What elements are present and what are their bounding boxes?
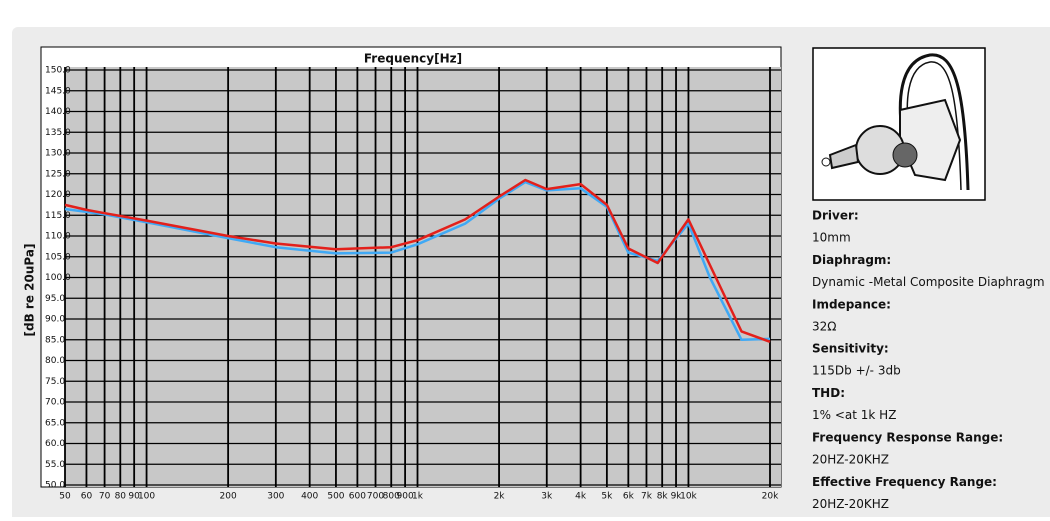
y-tick-label: 110.0 <box>45 232 71 242</box>
y-tick-label: 100.0 <box>45 273 71 283</box>
y-tick-label: 95.0 <box>45 294 65 304</box>
x-tick-label: 10k <box>680 492 697 502</box>
spec-label: Sensitivity: <box>812 342 889 356</box>
spec-label: Frequency Response Range: <box>812 431 1003 445</box>
x-tick-label: 5k <box>601 492 613 502</box>
x-tick-label: 500 <box>327 492 344 502</box>
x-tick-label: 2k <box>494 492 506 502</box>
spec-value: 32Ω <box>812 319 836 333</box>
x-tick-label: 60 <box>81 492 93 502</box>
x-tick-label: 3k <box>541 492 553 502</box>
y-tick-label: 120.0 <box>45 190 71 200</box>
x-tick-label: 300 <box>267 492 284 502</box>
spec-label: Driver: <box>812 209 859 223</box>
x-tick-label: 800 <box>383 492 400 502</box>
product-image <box>812 47 986 201</box>
x-tick-label: 400 <box>301 492 318 502</box>
y-tick-label: 130.0 <box>45 149 71 159</box>
y-tick-label: 135.0 <box>45 128 71 138</box>
spec-value: 1% <at 1k HZ <box>812 408 896 422</box>
y-tick-label: 65.0 <box>45 418 65 428</box>
x-tick-label: 900 <box>397 492 414 502</box>
x-tick-label: 8k <box>657 492 669 502</box>
spec-label: Effective Frequency Range: <box>812 475 997 489</box>
y-tick-label: 145.0 <box>45 86 71 96</box>
y-tick-label: 115.0 <box>45 211 71 221</box>
x-tick-label: 200 <box>220 492 237 502</box>
x-tick-label: 7k <box>641 492 653 502</box>
y-tick-label: 125.0 <box>45 169 71 179</box>
x-tick-label: 90 <box>128 492 140 502</box>
y-tick-label: 80.0 <box>45 356 65 366</box>
x-tick-label: 6k <box>623 492 635 502</box>
spec-value: Dynamic -Metal Composite Diaphragm <box>812 275 1045 289</box>
spec-value: 10mm <box>812 231 851 245</box>
y-tick-label: 50.0 <box>45 481 65 491</box>
x-tick-label: 20k <box>762 492 779 502</box>
spec-label: Imdepance: <box>812 297 891 311</box>
x-tick-label: 9k <box>671 492 683 502</box>
y-tick-label: 60.0 <box>45 439 65 449</box>
x-tick-label: 50 <box>59 492 71 502</box>
y-axis-label: [dB re 20uPa] <box>23 244 37 337</box>
x-tick-label: 80 <box>115 492 127 502</box>
x-tick-label: 600 <box>349 492 366 502</box>
y-tick-label: 55.0 <box>45 460 65 470</box>
x-tick-label: 1k <box>412 492 424 502</box>
spec-label: Diaphragm: <box>812 253 891 267</box>
y-tick-label: 75.0 <box>45 377 65 387</box>
series-line <box>64 178 771 343</box>
y-tick-label: 140.0 <box>45 107 71 117</box>
x-tick-label: 4k <box>575 492 587 502</box>
y-tick-label: 70.0 <box>45 398 65 408</box>
chart-title: Frequency[Hz] <box>364 52 462 66</box>
spec-value: 20HZ-20KHZ <box>812 453 889 467</box>
spec-value: 20HZ-20KHZ <box>812 497 889 511</box>
x-tick-label: 70 <box>99 492 111 502</box>
y-tick-label: 90.0 <box>45 315 65 325</box>
x-tick-label: 700 <box>367 492 384 502</box>
x-tick-label: 100 <box>138 492 155 502</box>
y-tick-label: 85.0 <box>45 335 65 345</box>
y-tick-label: 150.0 <box>45 66 71 76</box>
spec-value: 115Db +/- 3db <box>812 364 901 378</box>
spec-label: THD: <box>812 386 845 400</box>
y-tick-label: 105.0 <box>45 252 71 262</box>
